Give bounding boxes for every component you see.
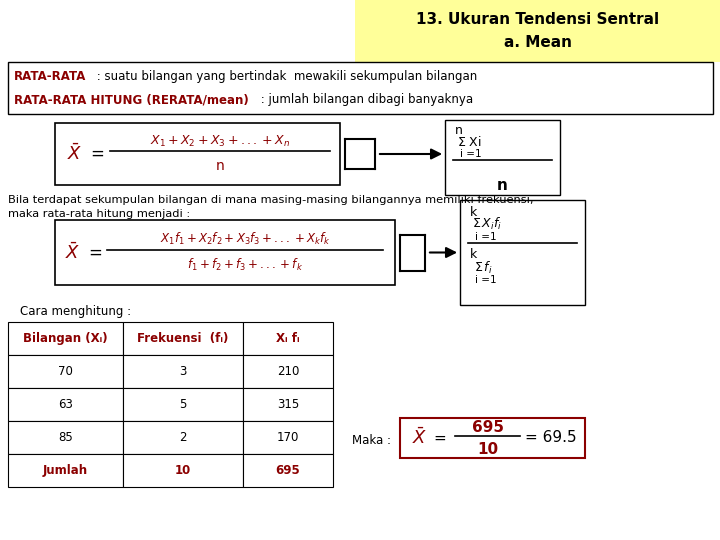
Text: 2: 2 bbox=[179, 431, 186, 444]
Text: $\bar{X}$: $\bar{X}$ bbox=[412, 428, 428, 448]
Text: $\bar{X}$: $\bar{X}$ bbox=[67, 144, 82, 164]
Text: 695: 695 bbox=[472, 420, 504, 435]
Text: $\Sigma$ Xi: $\Sigma$ Xi bbox=[457, 135, 482, 149]
Text: a. Mean: a. Mean bbox=[503, 35, 572, 50]
Bar bbox=[123, 322, 243, 355]
Text: RATA-RATA: RATA-RATA bbox=[14, 70, 86, 83]
Bar bbox=[243, 355, 333, 388]
Text: : suatu bilangan yang bertindak  mewakili sekumpulan bilangan: : suatu bilangan yang bertindak mewakili… bbox=[93, 70, 477, 83]
Text: =: = bbox=[90, 145, 104, 163]
Text: Bila terdapat sekumpulan bilangan di mana masing-masing bilangannya memiliki fre: Bila terdapat sekumpulan bilangan di man… bbox=[8, 195, 534, 205]
Bar bbox=[355, 0, 720, 62]
Text: n: n bbox=[497, 178, 508, 192]
Bar bbox=[8, 355, 123, 388]
Bar bbox=[123, 421, 243, 454]
Text: 315: 315 bbox=[277, 398, 299, 411]
Text: 170: 170 bbox=[276, 431, 300, 444]
Bar bbox=[123, 355, 243, 388]
Bar bbox=[8, 62, 713, 114]
Bar bbox=[8, 421, 123, 454]
Text: 695: 695 bbox=[276, 464, 300, 477]
Bar bbox=[55, 220, 395, 285]
Text: n: n bbox=[215, 159, 225, 173]
Text: Frekuensi  (fᵢ): Frekuensi (fᵢ) bbox=[138, 332, 229, 345]
Bar bbox=[460, 200, 585, 305]
Bar bbox=[445, 120, 560, 195]
Text: Maka :: Maka : bbox=[352, 434, 391, 447]
Bar bbox=[8, 322, 123, 355]
Text: $\Sigma\, X_if_i$: $\Sigma\, X_if_i$ bbox=[472, 216, 502, 232]
Text: n: n bbox=[455, 124, 463, 137]
Text: 10: 10 bbox=[477, 442, 498, 456]
Text: 70: 70 bbox=[58, 365, 73, 378]
Text: 85: 85 bbox=[58, 431, 73, 444]
Text: 210: 210 bbox=[276, 365, 300, 378]
Bar bbox=[55, 123, 340, 185]
Text: Cara menghitung :: Cara menghitung : bbox=[20, 306, 131, 319]
Text: $\Sigma\, f_i$: $\Sigma\, f_i$ bbox=[474, 260, 492, 276]
Bar bbox=[243, 421, 333, 454]
Text: i =1: i =1 bbox=[475, 275, 497, 285]
Text: 5: 5 bbox=[179, 398, 186, 411]
Text: 10: 10 bbox=[175, 464, 191, 477]
Bar bbox=[400, 418, 585, 458]
Bar bbox=[8, 388, 123, 421]
Text: maka rata-rata hitung menjadi :: maka rata-rata hitung menjadi : bbox=[8, 209, 190, 219]
Text: Jumlah: Jumlah bbox=[43, 464, 88, 477]
Text: $f_1 + f_2 + f_3 + ... + f_k$: $f_1 + f_2 + f_3 + ... + f_k$ bbox=[187, 256, 303, 273]
Bar bbox=[123, 388, 243, 421]
Text: RATA-RATA HITUNG (RERATA/mean): RATA-RATA HITUNG (RERATA/mean) bbox=[14, 93, 248, 106]
Bar bbox=[243, 454, 333, 487]
Text: =: = bbox=[433, 430, 446, 445]
Text: 3: 3 bbox=[179, 365, 186, 378]
Bar bbox=[123, 454, 243, 487]
Text: : jumlah bilangan dibagi banyaknya: : jumlah bilangan dibagi banyaknya bbox=[257, 93, 473, 106]
Bar bbox=[8, 454, 123, 487]
Text: $\bar{X}$: $\bar{X}$ bbox=[65, 242, 81, 263]
Text: 63: 63 bbox=[58, 398, 73, 411]
Text: $X_1f_1 + X_2f_2 + X_3f_3 + ... + X_kf_k$: $X_1f_1 + X_2f_2 + X_3f_3 + ... + X_kf_k… bbox=[160, 231, 330, 247]
Text: 13. Ukuran Tendensi Sentral: 13. Ukuran Tendensi Sentral bbox=[416, 12, 659, 28]
Text: i =1: i =1 bbox=[475, 232, 497, 242]
Text: =: = bbox=[88, 244, 102, 261]
Text: = 69.5: = 69.5 bbox=[525, 430, 577, 445]
Bar bbox=[243, 322, 333, 355]
Text: Bilangan (Xᵢ): Bilangan (Xᵢ) bbox=[23, 332, 108, 345]
Text: k: k bbox=[470, 248, 477, 261]
Text: Xᵢ fᵢ: Xᵢ fᵢ bbox=[276, 332, 300, 345]
Text: k: k bbox=[470, 206, 477, 219]
Text: $X_1 + X_2 + X_3 + ... + X_n$: $X_1 + X_2 + X_3 + ... + X_n$ bbox=[150, 133, 290, 148]
Bar bbox=[243, 388, 333, 421]
Text: i =1: i =1 bbox=[460, 149, 482, 159]
